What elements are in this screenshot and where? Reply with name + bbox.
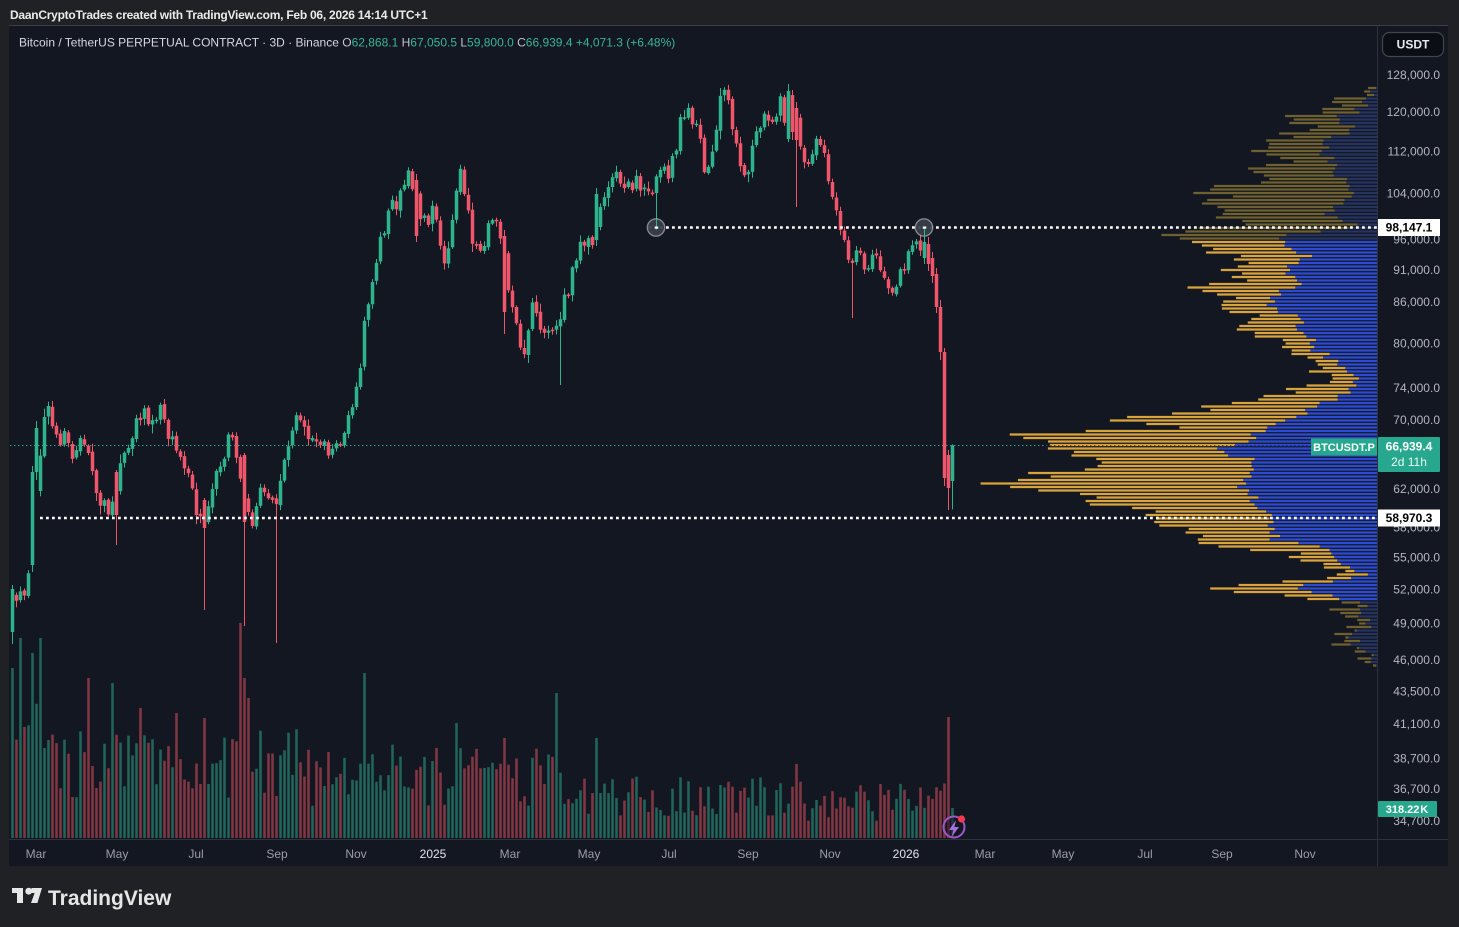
svg-text:Mar: Mar [26,847,47,861]
svg-text:128,000.0: 128,000.0 [1387,68,1441,82]
svg-text:DaanCryptoTrades created with: DaanCryptoTrades created with TradingVie… [10,8,428,22]
svg-text:Jul: Jul [1137,847,1152,861]
svg-text:46,000.0: 46,000.0 [1393,653,1440,667]
svg-text:Nov: Nov [1294,847,1315,861]
svg-text:May: May [578,847,601,861]
svg-text:Nov: Nov [345,847,366,861]
svg-text:Bitcoin / TetherUS PERPETUAL C: Bitcoin / TetherUS PERPETUAL CONTRACT · … [19,36,675,50]
svg-text:2d 11h: 2d 11h [1391,455,1427,469]
svg-text:120,000.0: 120,000.0 [1387,105,1441,119]
svg-text:Sep: Sep [266,847,288,861]
svg-text:104,000.0: 104,000.0 [1387,187,1441,201]
svg-text:43,500.0: 43,500.0 [1393,685,1440,699]
svg-text:BTCUSDT.P: BTCUSDT.P [1313,442,1375,454]
svg-text:2025: 2025 [420,847,447,861]
svg-text:34,700.0: 34,700.0 [1393,814,1440,828]
svg-text:Jul: Jul [661,847,676,861]
svg-text:Sep: Sep [1211,847,1233,861]
svg-text:41,100.0: 41,100.0 [1393,717,1440,731]
svg-text:TradingView: TradingView [48,887,172,910]
svg-text:49,000.0: 49,000.0 [1393,617,1440,631]
svg-text:Nov: Nov [819,847,840,861]
svg-text:74,000.0: 74,000.0 [1393,381,1440,395]
svg-text:98,147.1: 98,147.1 [1386,221,1433,235]
svg-text:52,000.0: 52,000.0 [1393,583,1440,597]
svg-text:Mar: Mar [500,847,521,861]
svg-text:86,000.0: 86,000.0 [1393,295,1440,309]
svg-text:318.22 K: 318.22 K [1386,804,1429,816]
svg-text:38,700.0: 38,700.0 [1393,752,1440,766]
svg-text:91,000.0: 91,000.0 [1393,263,1440,277]
svg-text:2026: 2026 [893,847,920,861]
svg-text:USDT: USDT [1397,38,1430,52]
svg-text:80,000.0: 80,000.0 [1393,337,1440,351]
svg-text:Sep: Sep [737,847,759,861]
svg-text:Mar: Mar [975,847,996,861]
svg-text:66,939.4: 66,939.4 [1386,440,1433,454]
svg-text:May: May [106,847,129,861]
svg-text:112,000.0: 112,000.0 [1388,144,1441,158]
svg-text:62,000.0: 62,000.0 [1393,482,1440,496]
svg-text:55,000.0: 55,000.0 [1393,551,1440,565]
svg-text:May: May [1052,847,1075,861]
svg-text:70,000.0: 70,000.0 [1393,413,1440,427]
svg-text:58,970.3: 58,970.3 [1386,511,1433,525]
svg-text:Jul: Jul [188,847,203,861]
svg-text:36,700.0: 36,700.0 [1393,782,1440,796]
